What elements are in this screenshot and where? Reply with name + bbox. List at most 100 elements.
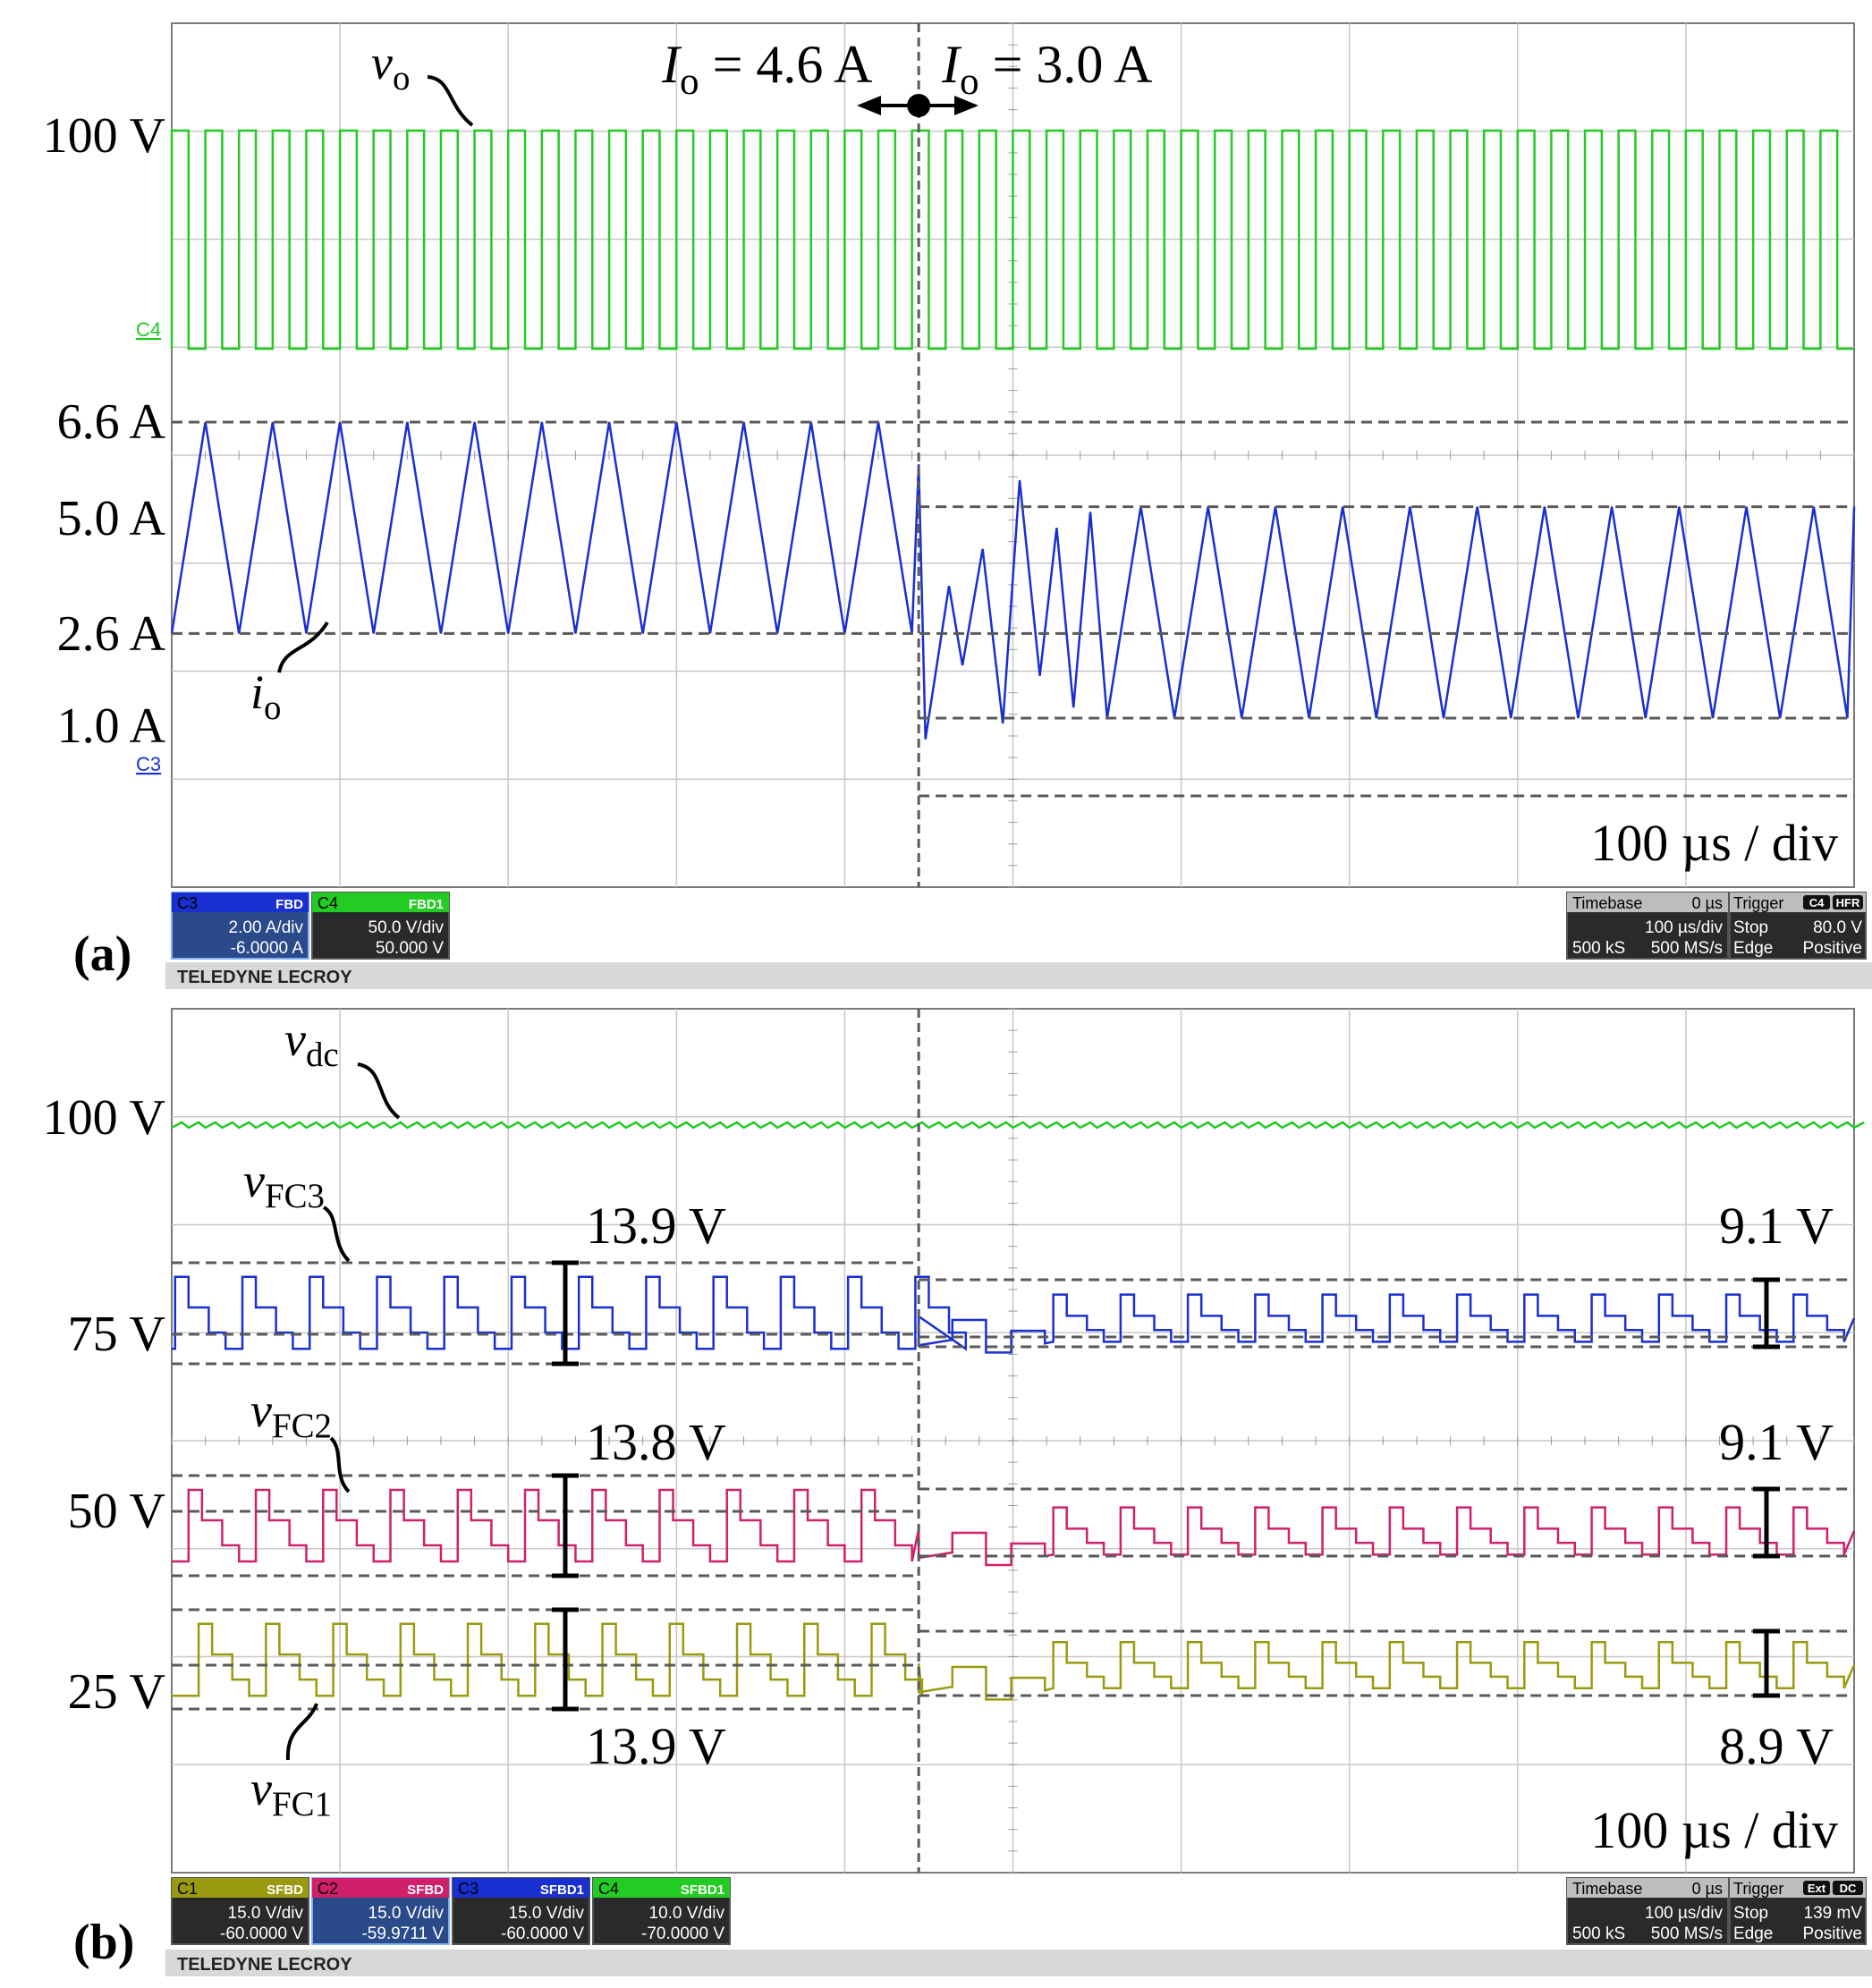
channel-offset: -59.9711 V: [361, 1925, 444, 1943]
ripple-label-fc2-before: 13.8 V: [586, 1413, 726, 1471]
trigger-label: Trigger: [1733, 1880, 1783, 1898]
channel-id: C1: [177, 1880, 198, 1898]
ripple-label-fc3-before: 13.9 V: [586, 1197, 726, 1255]
c4-marker: C4: [136, 318, 161, 341]
level-label-100V-b: 100 V: [43, 1090, 165, 1146]
trigger-mode: Stop: [1733, 918, 1768, 937]
arrow-left-head: [857, 96, 881, 115]
ripple-label-fc2-after: 9.1 V: [1719, 1413, 1834, 1471]
ripple-bar-fc1-before: [552, 1607, 579, 1712]
vfc3-pointer: [322, 1205, 351, 1263]
channel-offset: 50.000 V: [376, 939, 444, 958]
channel-scale: 15.0 V/div: [368, 1904, 445, 1923]
timebase-trigger-panel-b: Timebase 0 µs 100 µs/div 500 kS 500 MS/s Trig…: [1566, 1877, 1867, 1945]
brand-bar: [165, 962, 1872, 989]
brand-label-b: TELEDYNE LECROY: [177, 1955, 352, 1975]
trigger-coupling: HFR: [1836, 896, 1860, 909]
timebase-label: Timebase: [1572, 894, 1642, 912]
timebase-rate: 500 MS/s: [1651, 1925, 1723, 1943]
vfc1-label: vFC1: [250, 1762, 332, 1823]
vfc2-pointer: [329, 1436, 351, 1493]
level-label-100V: 100 V: [43, 108, 165, 164]
io-waveform: [170, 421, 1856, 740]
io-label: io: [250, 665, 281, 727]
ripple-bar-fc3-after: [1753, 1277, 1780, 1349]
trigger-type: Edge: [1733, 1925, 1773, 1943]
timebase-delay: 0 µs: [1692, 894, 1723, 912]
time-div-label-b: 100 µs / div: [1590, 1801, 1838, 1859]
channel-c2-panel: C2 SFBD 15.0 V/div -59.9711 V: [311, 1877, 450, 1945]
ripple-bar-fc3-before: [552, 1260, 579, 1366]
trigger-slope: Positive: [1802, 1925, 1862, 1943]
channel-id: C3: [458, 1880, 479, 1898]
vfc1-waveform: [172, 1622, 1856, 1701]
channel-tags: FBD: [275, 897, 303, 912]
channel-tags: SFBD1: [540, 1882, 584, 1898]
level-label-5.0A: 5.0 A: [57, 491, 166, 546]
brand-bar: [165, 1950, 1872, 1976]
channel-c4-panel-b: C4 SFBD1 10.0 V/div -70.0000 V: [592, 1877, 731, 1945]
vo-waveform: [170, 129, 1854, 351]
ripple-bar-fc2-after: [1753, 1486, 1780, 1559]
trigger-level: 80.0 V: [1813, 918, 1862, 937]
timebase-label: Timebase: [1572, 1880, 1642, 1898]
channel-id: C2: [318, 1880, 338, 1898]
trigger-source: Ext: [1808, 1882, 1826, 1895]
time-div-label-a: 100 µs / div: [1590, 814, 1838, 872]
vfc1-pointer: [285, 1703, 318, 1761]
ripple-bar-fc2-before: [552, 1473, 579, 1578]
level-label-1.0A: 1.0 A: [57, 698, 166, 754]
channel-c4-panel: C4 FBD1 50.0 V/div 50.000 V: [311, 892, 450, 960]
channel-offset: -60.0000 V: [220, 1925, 303, 1943]
vdc-label: vdc: [284, 1012, 339, 1074]
channel-scale: 10.0 V/div: [649, 1904, 725, 1923]
ripple-label-fc1-after: 8.9 V: [1719, 1717, 1834, 1775]
channel-id: C4: [318, 894, 338, 912]
timebase-rate: 500 MS/s: [1651, 939, 1723, 958]
level-label-50V: 50 V: [68, 1484, 165, 1539]
arrow-right-head: [954, 96, 978, 115]
level-label-25V: 25 V: [68, 1664, 165, 1720]
c3-marker: C3: [136, 753, 161, 775]
channel-scale: 15.0 V/div: [228, 1904, 304, 1923]
step-dot: [907, 94, 931, 117]
channel-tags: FBD1: [409, 897, 444, 912]
trigger-source: C4: [1809, 896, 1825, 909]
ripple-bar-fc1-after: [1753, 1628, 1780, 1698]
channel-tags: SFBD: [407, 1882, 444, 1898]
trigger-mode: Stop: [1733, 1904, 1768, 1923]
panel-b-label: (b): [73, 1915, 134, 1970]
channel-c3-panel-b: C3 SFBD1 15.0 V/div -60.0000 V: [452, 1877, 590, 1945]
timebase-div: 100 µs/div: [1645, 1904, 1723, 1923]
vfc2-waveform: [172, 1488, 1856, 1567]
channel-tags: SFBD1: [681, 1882, 724, 1898]
trigger-slope: Positive: [1802, 939, 1862, 958]
channel-offset: -70.0000 V: [641, 1925, 724, 1943]
panel-b-grid: [171, 1008, 1855, 1874]
channel-c3-panel: C3 FBD 2.00 A/div -6.0000 A: [171, 892, 309, 960]
io-before-annotation: Io = 4.6 A: [661, 35, 872, 103]
vo-label: vo: [371, 36, 410, 97]
ripple-label-fc3-after: 9.1 V: [1719, 1197, 1834, 1255]
channel-scale: 15.0 V/div: [509, 1904, 585, 1923]
timebase-trigger-panel-a: Timebase 0 µs 100 µs/div 500 kS 500 MS/s Trig…: [1566, 892, 1867, 960]
vdc-waveform: [171, 1121, 1865, 1129]
channel-scale: 2.00 A/div: [229, 918, 304, 937]
channel-id: C4: [598, 1880, 619, 1898]
vdc-pointer: [357, 1062, 401, 1120]
io-after-annotation: Io = 3.0 A: [941, 35, 1152, 103]
vfc2-label: vFC2: [250, 1383, 332, 1445]
timebase-samples: 500 kS: [1572, 939, 1625, 958]
io-pointer: [277, 621, 329, 673]
ripple-label-fc1-before: 13.9 V: [586, 1717, 726, 1775]
timebase-div: 100 µs/div: [1645, 918, 1723, 937]
timebase-delay: 0 µs: [1692, 1880, 1723, 1898]
vo-pointer: [427, 75, 474, 127]
vfc3-label: vFC3: [243, 1154, 325, 1215]
channel-tags: SFBD: [267, 1882, 303, 1898]
trigger-level: 139 mV: [1804, 1904, 1863, 1923]
level-label-75V: 75 V: [68, 1307, 165, 1362]
channel-c1-panel: C1 SFBD 15.0 V/div -60.0000 V: [171, 1877, 309, 1945]
brand-label-a: TELEDYNE LECROY: [177, 968, 352, 987]
